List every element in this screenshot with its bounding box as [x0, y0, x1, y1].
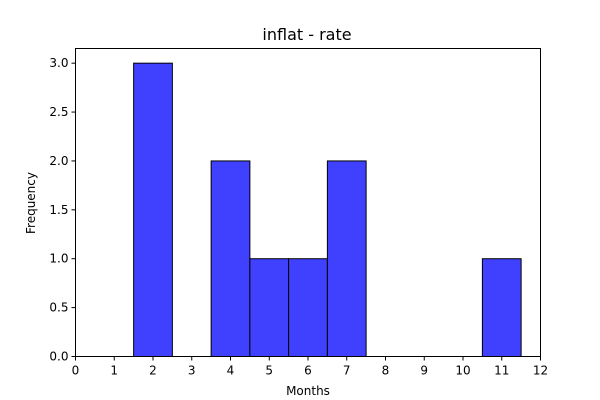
- x-tick-label: 8: [382, 364, 390, 378]
- histogram-bar-11: [481, 258, 522, 358]
- y-axis-label: Frequency: [24, 172, 38, 234]
- y-tick-label: 0.5: [49, 301, 68, 315]
- y-tick-label: 2.0: [49, 154, 68, 168]
- histogram-bar-7: [326, 160, 367, 357]
- y-tick-label: 0.0: [49, 350, 68, 364]
- bars-group: [133, 62, 522, 358]
- histogram-bar-6: [288, 258, 328, 358]
- histogram-bar-2: [133, 62, 173, 358]
- histogram-bar-4: [210, 160, 251, 357]
- x-tick-label: 1: [110, 364, 118, 378]
- x-tick-label: 0: [72, 364, 80, 378]
- plot-frame: [75, 48, 541, 357]
- x-tick-label: 12: [533, 364, 548, 378]
- y-tick-label: 3.0: [49, 56, 68, 70]
- histogram-bar-5: [249, 258, 290, 358]
- x-tick-label: 9: [420, 364, 428, 378]
- y-axis-ticks: 0.0 0.5 1.0 1.5 2.0 2.5 3.0: [49, 56, 76, 364]
- x-axis-ticks: 0 1 2 3 4 5 6 7 8 9 10 11 12: [72, 356, 548, 378]
- y-tick-label: 2.5: [49, 105, 68, 119]
- x-tick-label: 7: [343, 364, 351, 378]
- x-tick-label: 3: [188, 364, 196, 378]
- x-tick-label: 2: [149, 364, 157, 378]
- x-tick-label: 4: [227, 364, 235, 378]
- x-tick-label: 5: [265, 364, 273, 378]
- x-axis-label: Months: [286, 384, 330, 398]
- x-tick-label: 6: [304, 364, 312, 378]
- y-tick-label: 1.0: [49, 252, 68, 266]
- y-tick-label: 1.5: [49, 203, 68, 217]
- x-tick-label: 11: [494, 364, 509, 378]
- chart-title: inflat - rate: [262, 25, 351, 44]
- x-tick-label: 10: [455, 364, 470, 378]
